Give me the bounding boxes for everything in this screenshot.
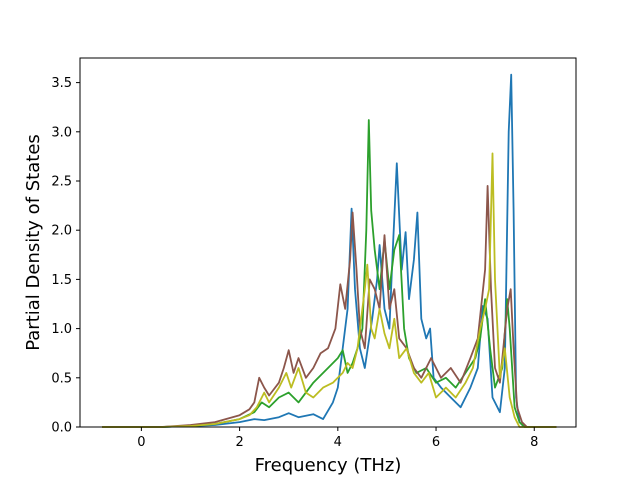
x-tick-label: 0 <box>137 435 145 450</box>
x-tick-label: 6 <box>432 435 440 450</box>
y-tick-label: 0.0 <box>51 421 72 436</box>
x-axis-label: Frequency (THz) <box>255 455 402 476</box>
x-tick-label: 2 <box>235 435 243 450</box>
y-tick-label: 1.5 <box>51 273 72 288</box>
axes-frame <box>79 57 577 428</box>
series-line-1 <box>102 73 557 428</box>
y-tick-label: 0.5 <box>51 371 72 386</box>
y-tick-label: 3.5 <box>51 76 72 91</box>
y-tick-label: 2.5 <box>51 175 72 190</box>
series-line-4 <box>102 152 557 428</box>
x-tick-label: 4 <box>334 435 342 450</box>
y-axis-ticks: 0.0 0.5 1.0 1.5 2.0 2.5 3.0 3.5 <box>51 76 80 436</box>
series-lines <box>102 73 557 428</box>
x-tick-label: 8 <box>530 435 538 450</box>
y-tick-label: 2.0 <box>51 224 72 239</box>
y-axis-label: Partial Density of States <box>23 134 44 351</box>
series-line-3 <box>102 184 557 428</box>
x-axis-ticks: 0 2 4 6 8 <box>137 427 538 450</box>
y-tick-label: 3.0 <box>51 125 72 140</box>
y-tick-label: 1.0 <box>51 322 72 337</box>
